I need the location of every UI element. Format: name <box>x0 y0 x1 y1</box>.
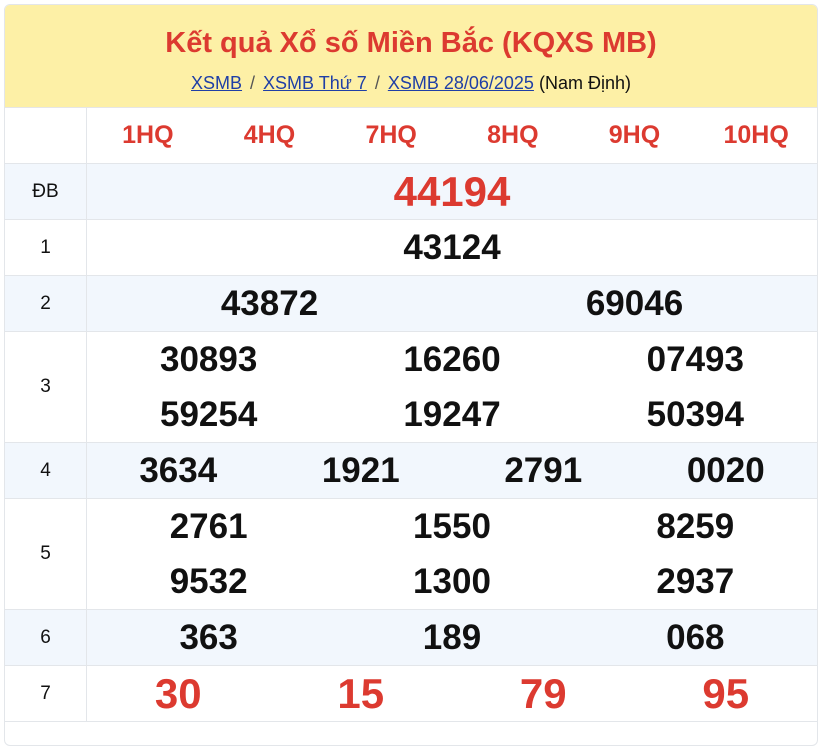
prize-number: 59254 <box>160 394 258 434</box>
prize-number: 0020 <box>686 450 765 490</box>
prize-number: 19247 <box>403 394 501 434</box>
prize-number: 189 <box>422 617 482 657</box>
prize-label: 4 <box>5 443 87 498</box>
code-cell: 10HQ <box>723 121 789 149</box>
prize-row: ĐB 44194 <box>5 164 817 220</box>
breadcrumb-separator: / <box>250 73 256 93</box>
prize-label: 7 <box>5 666 87 721</box>
prize-number: 07493 <box>646 339 744 379</box>
breadcrumb-xsmb-date[interactable]: XSMB 28/06/2025 <box>387 73 534 93</box>
prize-number: 8259 <box>656 506 735 546</box>
prize-number: 15 <box>337 669 385 717</box>
page-title: Kết quả Xổ số Miền Bắc (KQXS MB) <box>165 27 657 59</box>
prize-number: 1550 <box>413 506 491 546</box>
breadcrumb-xsmb-thu-7[interactable]: XSMB Thứ 7 <box>263 73 367 93</box>
code-cell: 1HQ <box>122 121 174 149</box>
prize-row: 6 363 189 068 <box>5 610 817 666</box>
prize-number: 363 <box>179 617 238 657</box>
prize-number: 95 <box>702 669 750 717</box>
prize-number: 79 <box>519 669 567 717</box>
prize-number: 3634 <box>139 450 218 490</box>
code-cell: 7HQ <box>365 121 417 149</box>
prize-label: 2 <box>5 276 87 331</box>
province-label: (Nam Định) <box>538 73 631 93</box>
codes-row: 1HQ 4HQ 7HQ 8HQ 9HQ 10HQ <box>5 108 817 164</box>
breadcrumb-xsmb[interactable]: XSMB <box>191 73 243 93</box>
prize-row: 5 2761 1550 8259 9532 1300 2937 <box>5 499 817 610</box>
prize-number: 16260 <box>403 339 501 379</box>
prize-row: 2 43872 69046 <box>5 276 817 332</box>
prize-number: 068 <box>666 617 725 657</box>
prize-number: 2791 <box>504 450 583 490</box>
prize-label: 5 <box>5 499 87 609</box>
code-cell: 8HQ <box>487 121 539 149</box>
code-cell: 4HQ <box>243 121 296 149</box>
breadcrumb-separator: / <box>374 73 380 93</box>
prize-number: 30 <box>154 669 202 717</box>
prize-label: 1 <box>5 220 87 275</box>
prize-row: 1 43124 <box>5 220 817 276</box>
prize-label: ĐB <box>5 164 87 219</box>
results-card: Kết quả Xổ số Miền Bắc (KQXS MB) XSMB / XS… <box>4 4 818 746</box>
prize-number: 2761 <box>169 506 248 546</box>
prize-label: 3 <box>5 332 87 442</box>
prize-number: 2937 <box>656 561 735 601</box>
prize-number: 1300 <box>413 561 491 601</box>
prize-number: 43124 <box>403 227 501 267</box>
prize-row: 3 30893 16260 07493 59254 19247 50394 <box>5 332 817 443</box>
prize-row: 4 3634 1921 2791 0020 <box>5 443 817 499</box>
prize-number: 44194 <box>393 167 511 215</box>
breadcrumb: XSMB / XSMB Thứ 7 / XSMB 28/06/2025 (Nam Địn… <box>5 73 817 94</box>
prize-label: 6 <box>5 610 87 665</box>
prize-number: 43872 <box>220 283 319 323</box>
prize-number: 9532 <box>169 561 248 601</box>
prize-number: 69046 <box>585 283 684 323</box>
prize-number: 1921 <box>321 450 400 490</box>
code-cell: 9HQ <box>608 121 661 149</box>
prize-number: 50394 <box>646 394 744 434</box>
results-table: 1HQ 4HQ 7HQ 8HQ 9HQ 10HQ ĐB 44194 1 43124 2 43872 69… <box>5 108 817 722</box>
results-header: Kết quả Xổ số Miền Bắc (KQXS MB) XSMB / XS… <box>5 5 817 108</box>
prize-row: 7 30 15 79 95 <box>5 666 817 722</box>
empty-label-cell <box>5 108 87 163</box>
prize-number: 30893 <box>160 339 258 379</box>
